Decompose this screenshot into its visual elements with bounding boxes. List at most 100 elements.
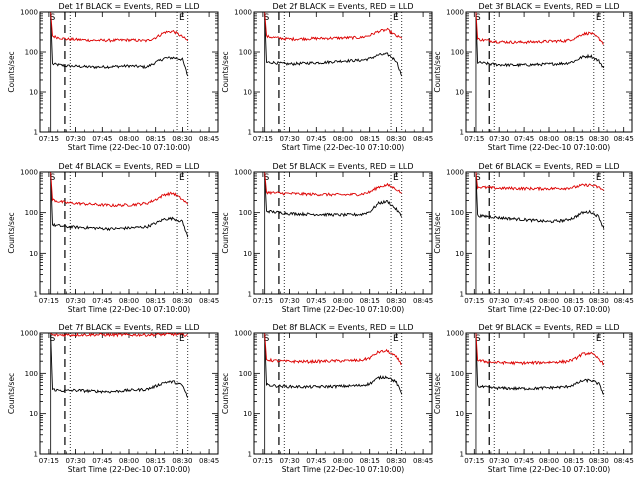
y-tick-label: 1: [248, 451, 252, 459]
lld-trace: [50, 332, 188, 338]
x-tick-label: 08:30: [172, 135, 192, 143]
lld-trace: [475, 12, 604, 45]
panel-det-5: Det 5f BLACK = Events, RED = LLD 1 10 100 10…: [221, 162, 433, 314]
x-tick-label: 07:15: [39, 457, 59, 465]
y-axis-label: Counts/sec: [221, 51, 230, 92]
x-tick-label: 08:45: [614, 135, 634, 143]
y-tick-label: 1000: [20, 169, 38, 177]
x-tick-label: 07:45: [306, 135, 326, 143]
x-tick-label: 08:15: [146, 457, 166, 465]
x-tick-label: 08:00: [119, 135, 139, 143]
panel-title: Det 9f BLACK = Events, RED = LLD: [478, 323, 619, 332]
y-tick-label: 1: [460, 291, 464, 299]
end-marker-label: E: [596, 334, 602, 344]
panel-title: Det 3f BLACK = Events, RED = LLD: [478, 2, 619, 11]
x-tick-label: 07:30: [66, 457, 86, 465]
end-marker-label: E: [596, 173, 602, 183]
events-trace: [264, 334, 403, 395]
x-tick-label: 08:30: [589, 135, 609, 143]
y-axis-label: Counts/sec: [433, 51, 442, 92]
x-tick-label: 08:45: [199, 135, 219, 143]
x-axis-label: Start Time (22-Dec-10 07:10:00): [68, 143, 190, 152]
y-tick-label: 1000: [446, 169, 464, 177]
start-marker-label: S: [475, 173, 481, 183]
x-tick-label: 07:15: [464, 297, 484, 305]
start-marker-label: S: [475, 334, 481, 344]
y-axis-label: Counts/sec: [7, 212, 16, 253]
x-tick-label: 08:15: [360, 457, 380, 465]
plot-frame: [465, 332, 633, 455]
x-tick-label: 08:00: [333, 297, 353, 305]
x-axis-label: Start Time (22-Dec-10 07:10:00): [282, 143, 404, 152]
x-tick-label: 08:15: [146, 297, 166, 305]
lld-trace: [264, 333, 402, 366]
y-tick-label: 1: [248, 129, 252, 137]
x-axis-label: Start Time (22-Dec-10 07:10:00): [488, 305, 610, 314]
y-tick-label: 100: [451, 209, 464, 217]
y-axis-label: Counts/sec: [433, 212, 442, 253]
panel-title: Det 7f BLACK = Events, RED = LLD: [58, 323, 199, 332]
x-tick-label: 08:30: [172, 457, 192, 465]
events-trace: [475, 13, 605, 69]
x-tick-label: 07:15: [464, 135, 484, 143]
panel-det-7: Det 7f BLACK = Events, RED = LLD 1 10 100 10…: [7, 323, 219, 474]
x-axis-label: Start Time (22-Dec-10 07:10:00): [488, 465, 610, 474]
y-tick-label: 10: [243, 250, 252, 258]
panel-det-3: Det 3f BLACK = Events, RED = LLD 1 10 100 10…: [433, 2, 634, 152]
y-axis-label: Counts/sec: [433, 373, 442, 414]
x-tick-label: 08:00: [119, 457, 139, 465]
y-tick-label: 10: [29, 410, 38, 418]
y-axis-label: Counts/sec: [7, 51, 16, 92]
x-tick-label: 07:45: [514, 135, 534, 143]
x-tick-label: 08:30: [589, 297, 609, 305]
x-axis-label: Start Time (22-Dec-10 07:10:00): [488, 143, 610, 152]
y-tick-label: 10: [29, 250, 38, 258]
plot-frame: [465, 11, 633, 133]
x-tick-label: 08:45: [614, 297, 634, 305]
panel-det-6: Det 6f BLACK = Events, RED = LLD 1 10 100 10…: [433, 162, 634, 314]
x-tick-label: 07:30: [489, 135, 509, 143]
y-tick-label: 1: [248, 291, 252, 299]
x-tick-label: 08:45: [614, 457, 634, 465]
x-tick-label: 08:15: [146, 135, 166, 143]
x-tick-label: 07:15: [39, 297, 59, 305]
x-tick-label: 08:30: [386, 457, 406, 465]
panel-title: Det 8f BLACK = Events, RED = LLD: [272, 323, 413, 332]
x-tick-label: 07:45: [92, 297, 112, 305]
lld-trace: [264, 12, 403, 42]
y-tick-label: 1: [460, 129, 464, 137]
x-tick-label: 08:00: [539, 297, 559, 305]
x-tick-label: 07:15: [253, 135, 273, 143]
x-tick-label: 07:15: [253, 297, 273, 305]
end-marker-label: E: [393, 334, 399, 344]
events-trace: [475, 173, 605, 229]
x-tick-label: 08:45: [199, 297, 219, 305]
x-tick-label: 07:30: [280, 135, 300, 143]
events-trace: [50, 13, 189, 77]
y-tick-label: 1000: [446, 330, 464, 338]
end-marker-label: E: [596, 13, 602, 23]
y-tick-label: 100: [239, 209, 252, 217]
lld-trace: [50, 12, 189, 43]
events-trace: [50, 334, 189, 398]
y-axis-label: Counts/sec: [7, 373, 16, 414]
x-tick-label: 07:45: [92, 457, 112, 465]
y-tick-label: 1000: [234, 9, 252, 17]
x-tick-label: 08:30: [172, 297, 192, 305]
y-axis-label: Counts/sec: [221, 212, 230, 253]
panel-det-4: Det 4f BLACK = Events, RED = LLD 1 10 100 10…: [7, 162, 219, 314]
x-tick-label: 08:00: [333, 457, 353, 465]
y-tick-label: 100: [25, 370, 38, 378]
x-tick-label: 08:00: [333, 135, 353, 143]
panel-det-8: Det 8f BLACK = Events, RED = LLD 1 10 100 10…: [221, 323, 433, 474]
panel-title: Det 5f BLACK = Events, RED = LLD: [272, 162, 413, 171]
y-tick-label: 1000: [234, 169, 252, 177]
y-tick-label: 1000: [234, 330, 252, 338]
events-trace: [264, 173, 403, 218]
x-tick-label: 07:30: [66, 135, 86, 143]
x-tick-label: 08:30: [386, 135, 406, 143]
x-tick-label: 07:30: [489, 297, 509, 305]
plot-frame: [253, 171, 433, 295]
y-tick-label: 100: [451, 370, 464, 378]
